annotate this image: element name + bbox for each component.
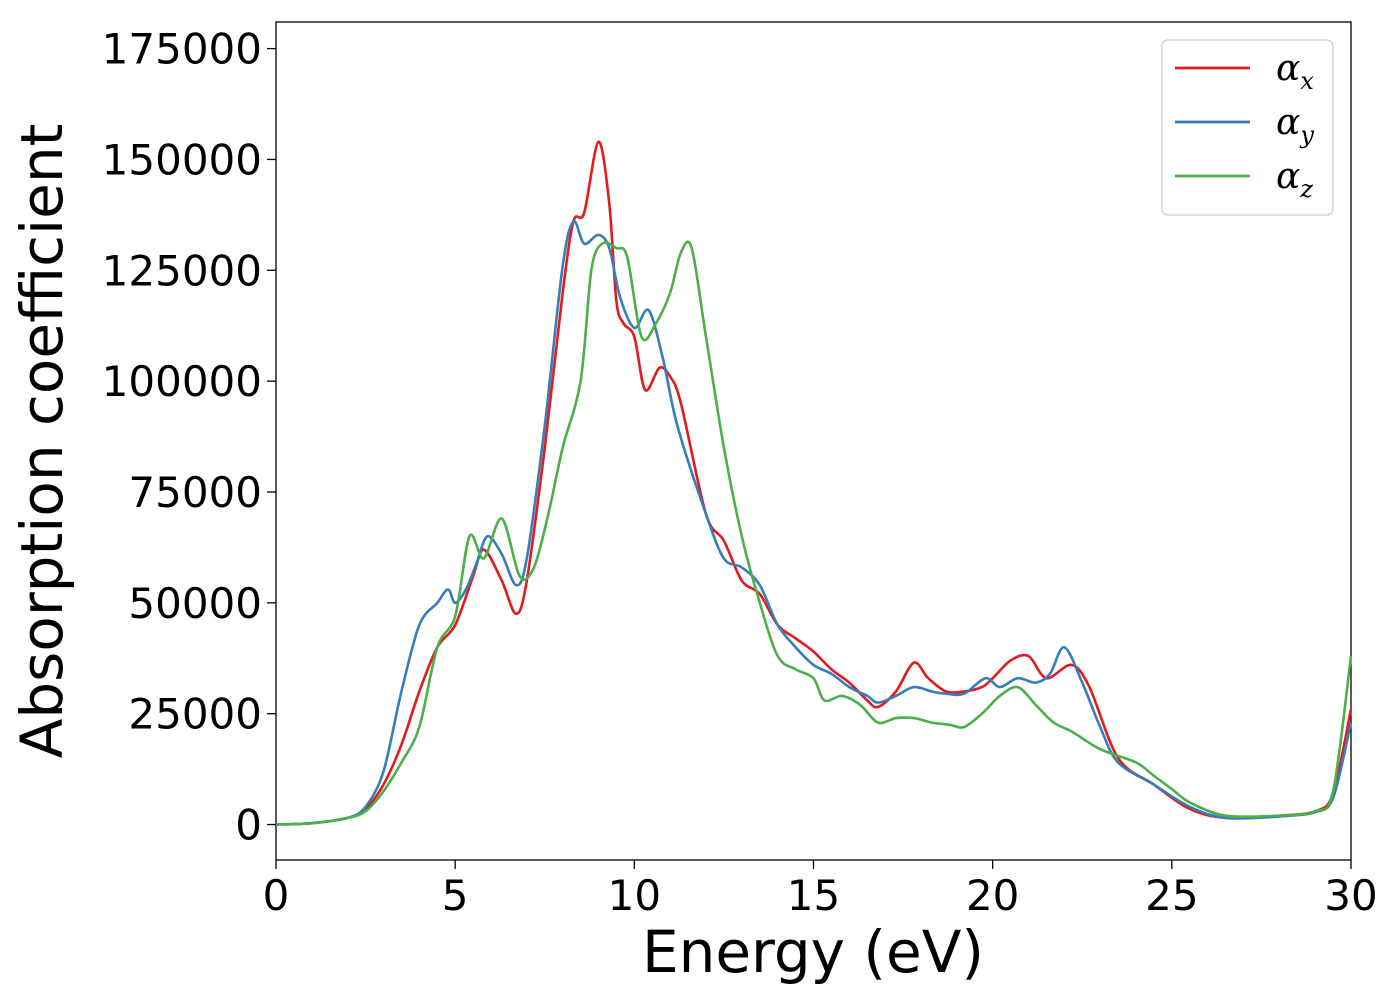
y-tick-label: 125000 xyxy=(102,246,262,295)
legend-box xyxy=(1161,39,1334,216)
x-tick-label: 10 xyxy=(608,871,661,920)
series-line-z xyxy=(275,240,1353,826)
y-axis-ticks: 0 25000 50000 75000 100000 125000 150000 175000 xyxy=(102,25,276,850)
x-axis-label: Energy (eV) xyxy=(642,918,984,986)
x-tick-label: 5 xyxy=(442,871,469,920)
series-line-x xyxy=(275,140,1353,826)
y-tick-label: 25000 xyxy=(128,690,262,739)
legend-label-x: αx xyxy=(1276,48,1314,95)
y-tick-label: 50000 xyxy=(128,579,262,628)
x-tick-label: 0 xyxy=(263,871,290,920)
y-axis-label: Absorption coefficient xyxy=(8,124,76,759)
series-line-y xyxy=(275,220,1353,826)
y-tick-label: 150000 xyxy=(102,135,262,184)
series-lines xyxy=(275,140,1353,826)
x-tick-label: 15 xyxy=(787,871,840,920)
y-tick-label: 175000 xyxy=(102,25,262,74)
legend-label-y: αy xyxy=(1276,102,1314,149)
y-tick-label: 0 xyxy=(235,801,262,850)
x-tick-label: 20 xyxy=(966,871,1019,920)
y-tick-label: 75000 xyxy=(128,468,262,517)
x-tick-label: 25 xyxy=(1145,871,1198,920)
x-tick-label: 30 xyxy=(1324,871,1377,920)
x-axis-ticks: 0 5 10 15 20 25 30 xyxy=(263,860,1378,920)
y-tick-label: 100000 xyxy=(102,357,262,406)
